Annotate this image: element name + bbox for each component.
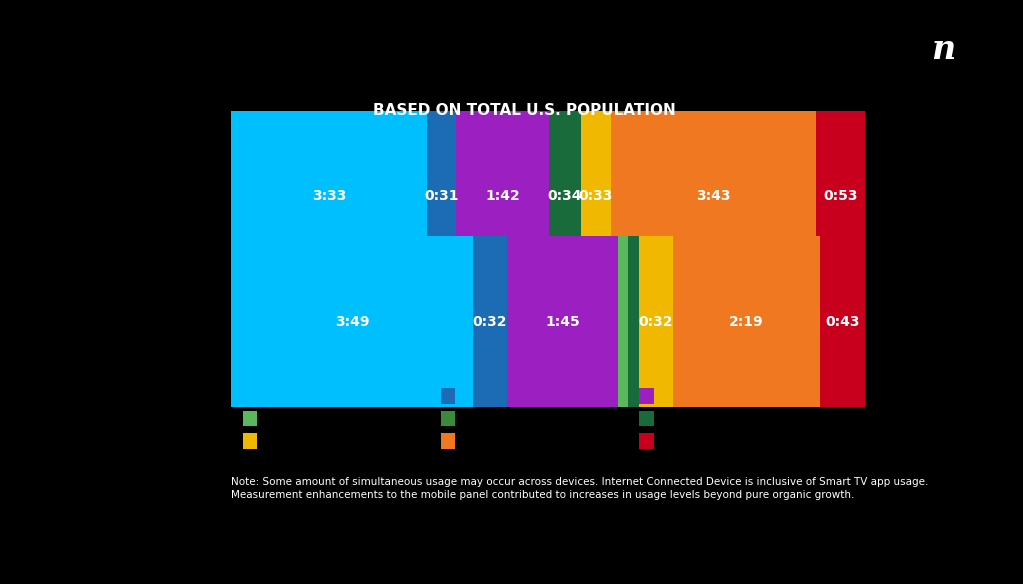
FancyBboxPatch shape (816, 110, 865, 281)
FancyBboxPatch shape (819, 237, 865, 408)
FancyBboxPatch shape (441, 388, 455, 404)
Text: 0:53: 0:53 (824, 189, 858, 203)
Text: 0:33: 0:33 (579, 189, 613, 203)
FancyBboxPatch shape (581, 110, 611, 281)
FancyBboxPatch shape (231, 110, 427, 281)
Text: 3:49: 3:49 (335, 315, 369, 329)
Text: 0:32: 0:32 (638, 315, 673, 329)
FancyBboxPatch shape (549, 110, 581, 281)
FancyBboxPatch shape (611, 110, 816, 281)
Text: 0:31: 0:31 (425, 189, 458, 203)
FancyBboxPatch shape (506, 237, 618, 408)
FancyBboxPatch shape (242, 433, 257, 449)
FancyBboxPatch shape (455, 110, 549, 281)
Text: 0:34: 0:34 (548, 189, 582, 203)
Text: Note: Some amount of simultaneous usage may occur across devices. Internet Conne: Note: Some amount of simultaneous usage … (231, 477, 928, 486)
Text: n: n (932, 33, 955, 66)
FancyBboxPatch shape (242, 388, 257, 404)
Text: 0:43: 0:43 (826, 315, 859, 329)
FancyBboxPatch shape (231, 237, 473, 408)
Text: Measurement enhancements to the mobile panel contributed to increases in usage l: Measurement enhancements to the mobile p… (231, 490, 854, 500)
FancyBboxPatch shape (427, 110, 455, 281)
FancyBboxPatch shape (242, 411, 257, 426)
FancyBboxPatch shape (639, 237, 673, 408)
FancyBboxPatch shape (639, 433, 654, 449)
Text: BASED ON TOTAL U.S. POPULATION: BASED ON TOTAL U.S. POPULATION (373, 103, 675, 118)
FancyBboxPatch shape (673, 237, 819, 408)
FancyBboxPatch shape (639, 388, 654, 404)
Text: 1:45: 1:45 (545, 315, 580, 329)
Text: 1:42: 1:42 (485, 189, 520, 203)
Text: 2:19: 2:19 (729, 315, 763, 329)
Text: 3:33: 3:33 (312, 189, 346, 203)
FancyBboxPatch shape (639, 411, 654, 426)
FancyBboxPatch shape (628, 237, 639, 408)
FancyBboxPatch shape (473, 237, 506, 408)
Text: 3:43: 3:43 (697, 189, 731, 203)
Text: 0:32: 0:32 (473, 315, 507, 329)
FancyBboxPatch shape (441, 433, 455, 449)
FancyBboxPatch shape (441, 411, 455, 426)
FancyBboxPatch shape (618, 237, 628, 408)
